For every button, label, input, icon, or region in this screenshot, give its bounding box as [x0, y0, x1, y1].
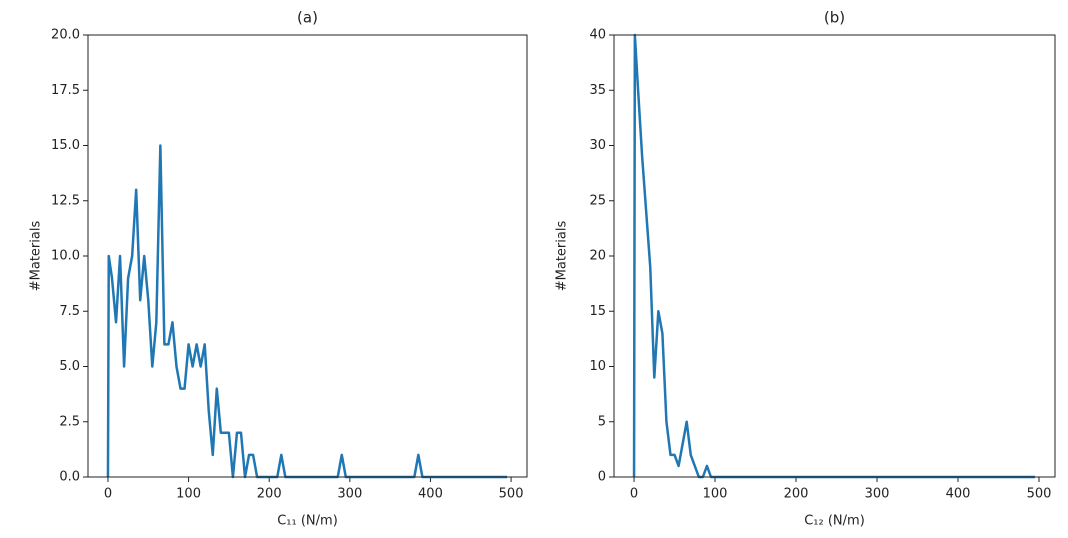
y-tick-label: 12.5	[51, 193, 80, 208]
y-tick-label: 0.0	[59, 470, 80, 485]
x-axis-label: C₁₁ (N/m)	[277, 514, 338, 529]
y-tick-label: 10.0	[51, 249, 80, 264]
x-tick-label: 0	[630, 487, 638, 502]
data-line	[106, 144, 508, 479]
y-axis-label: #Materials	[29, 221, 44, 292]
x-tick-label: 400	[946, 487, 971, 502]
y-tick-label: 30	[589, 138, 606, 153]
x-tick-label: 300	[865, 487, 890, 502]
data-line	[632, 33, 1035, 479]
y-tick-label: 25	[589, 193, 606, 208]
x-tick-label: 200	[784, 487, 809, 502]
x-tick-label: 0	[104, 487, 112, 502]
y-axis-label: #Materials	[555, 221, 570, 292]
x-tick-label: 300	[337, 487, 362, 502]
y-tick-label: 40	[589, 28, 606, 43]
x-tick-label: 500	[1027, 487, 1052, 502]
x-tick-label: 500	[499, 487, 524, 502]
panel-title: (a)	[297, 9, 318, 27]
y-tick-label: 35	[589, 83, 606, 98]
y-tick-label: 15	[589, 304, 606, 319]
y-tick-label: 17.5	[51, 83, 80, 98]
x-tick-label: 400	[418, 487, 443, 502]
y-tick-label: 7.5	[59, 304, 80, 319]
panel: (a) C₁₁ (N/m) #Materials 0.0 2.5 5.0 7.5 10.0 12…	[29, 9, 528, 529]
y-tick-label: 2.5	[59, 414, 80, 429]
x-tick-label: 100	[703, 487, 728, 502]
y-tick-label: 5.0	[59, 359, 80, 374]
axes-frame	[87, 34, 528, 478]
y-tick-label: 20	[589, 249, 606, 264]
panel-title: (b)	[824, 9, 845, 27]
y-tick-label: 5	[598, 414, 606, 429]
y-tick-label: 20.0	[51, 28, 80, 43]
x-axis-label: C₁₂ (N/m)	[804, 514, 865, 529]
x-tick-label: 200	[257, 487, 282, 502]
y-tick-label: 15.0	[51, 138, 80, 153]
x-tick-label: 100	[176, 487, 201, 502]
y-tick-label: 10	[589, 359, 606, 374]
y-tick-label: 0	[598, 470, 606, 485]
axes-frame	[613, 34, 1056, 478]
